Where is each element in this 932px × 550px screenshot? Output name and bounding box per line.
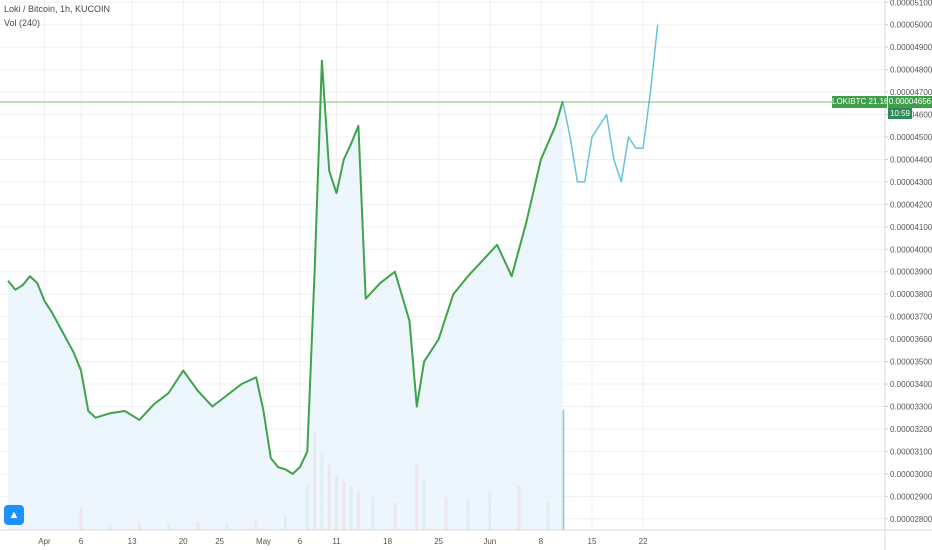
x-tick-label: 20 bbox=[179, 537, 188, 546]
y-tick-label: 0.00003900 bbox=[890, 268, 932, 277]
x-tick-label: 22 bbox=[639, 537, 648, 546]
price-area bbox=[8, 60, 563, 531]
x-axis: Apr 6 13 20 25 May 6 11 18 25 Jun 8 15 22 bbox=[0, 529, 932, 546]
y-tick-label: 0.00004800 bbox=[890, 66, 932, 75]
x-tick-label: 15 bbox=[588, 537, 597, 546]
y-tick-label: 0.00005000 bbox=[890, 21, 932, 30]
price-series bbox=[0, 24, 885, 475]
y-tick-label: 0.00004400 bbox=[890, 155, 932, 164]
y-tick-label: 0.00003700 bbox=[890, 313, 932, 322]
y-tick-label: 0.00003000 bbox=[890, 470, 932, 479]
x-tick-label: Apr bbox=[38, 537, 51, 546]
y-tick-label: 0.00003300 bbox=[890, 402, 932, 411]
x-tick-label: 13 bbox=[128, 537, 137, 546]
x-tick-label: 8 bbox=[539, 537, 544, 546]
y-tick-label: 0.00004300 bbox=[890, 178, 932, 187]
countdown-badge: 10:59 bbox=[888, 107, 912, 119]
y-tick-label: 0.00002900 bbox=[890, 492, 932, 501]
price-label: 0.00004656 bbox=[888, 95, 932, 108]
x-tick-label: 25 bbox=[434, 537, 443, 546]
y-tick-label: 0.00003800 bbox=[890, 290, 932, 299]
y-tick-label: 0.00002800 bbox=[890, 515, 932, 524]
price-line bbox=[7, 59, 564, 475]
x-tick-label: 18 bbox=[383, 537, 392, 546]
y-tick-label: 0.00004900 bbox=[890, 43, 932, 52]
y-tick-label: 0.00004200 bbox=[890, 200, 932, 209]
y-tick-label: 0.00003500 bbox=[890, 358, 932, 367]
y-tick-label: 0.00005100 bbox=[890, 0, 932, 7]
x-tick-label: 25 bbox=[215, 537, 224, 546]
volume-label: Vol (240) bbox=[4, 18, 41, 28]
y-tick-label: 0.00003100 bbox=[890, 447, 932, 456]
symbol-label: LOKIBTC bbox=[832, 96, 867, 106]
x-tick-label: 6 bbox=[79, 537, 84, 546]
y-tick-label: 0.00004700 bbox=[890, 88, 932, 97]
forecast-line bbox=[562, 24, 659, 183]
x-tick-label: 6 bbox=[298, 537, 303, 546]
y-tick-label: 0.00004000 bbox=[890, 245, 932, 254]
y-tick-label: 0.00003600 bbox=[890, 335, 932, 344]
y-tick-label: 0.00003200 bbox=[890, 425, 932, 434]
tradingview-logo-icon[interactable]: ▲ bbox=[4, 505, 24, 525]
y-tick-label: 0.00003400 bbox=[890, 380, 932, 389]
change-label: 21.16% bbox=[868, 96, 896, 106]
y-axis: 0.00005100 0.00005000 0.00004900 0.00004800… bbox=[884, 0, 932, 550]
x-tick-label: 11 bbox=[332, 537, 341, 546]
y-tick-label: 0.00004500 bbox=[890, 133, 932, 142]
symbol-badge: LOKIBTC 21.16% bbox=[832, 95, 896, 108]
x-tick-label: Jun bbox=[483, 537, 496, 546]
chart-title: Loki / Bitcoin, 1h, KUCOIN bbox=[4, 4, 111, 14]
x-tick-label: May bbox=[256, 537, 271, 546]
y-tick-label: 0.00004100 bbox=[890, 223, 932, 232]
price-area-fill bbox=[8, 60, 563, 531]
